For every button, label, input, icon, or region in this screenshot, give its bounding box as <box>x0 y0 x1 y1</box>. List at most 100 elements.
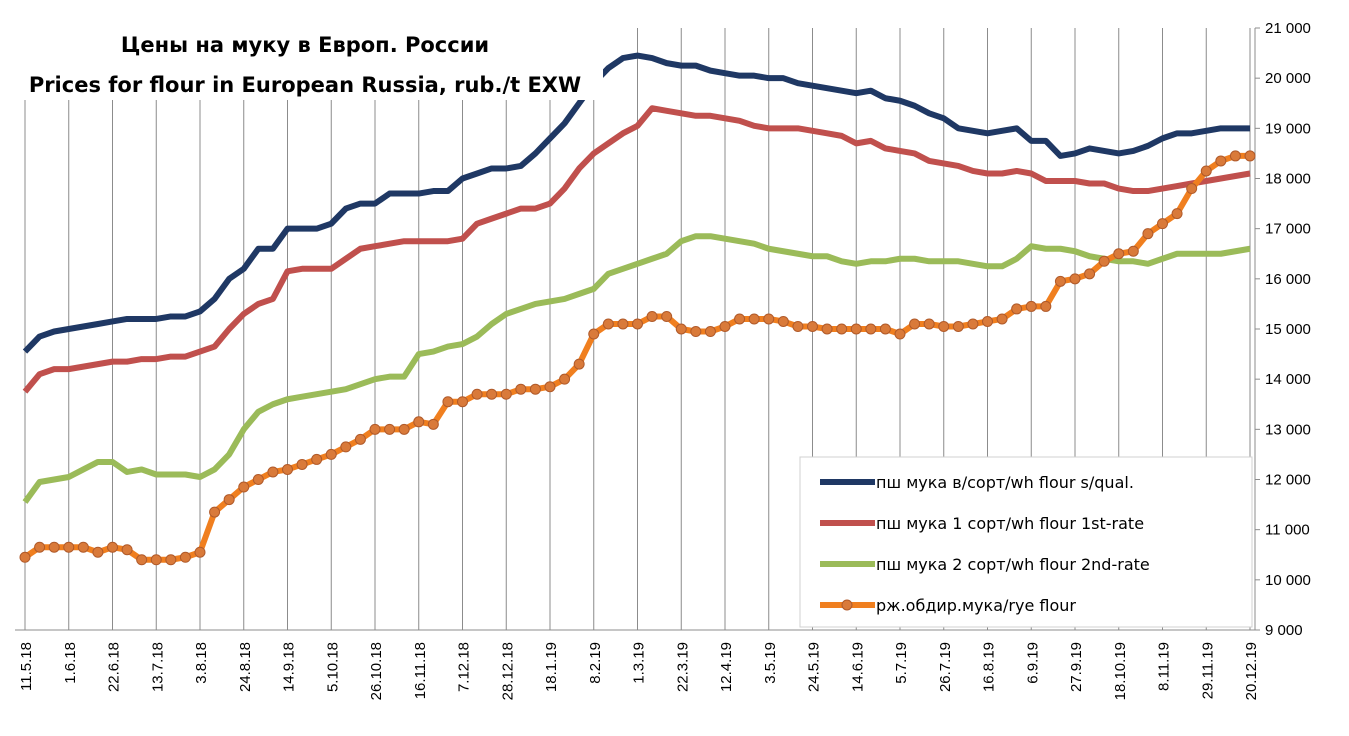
data-point <box>209 506 221 518</box>
data-point <box>1215 155 1227 167</box>
data-point <box>1040 300 1052 312</box>
y-tick-label: 20 000 <box>1265 70 1311 87</box>
data-point <box>1244 150 1256 162</box>
data-point <box>1113 248 1125 260</box>
data-point <box>836 323 848 335</box>
y-tick-label: 14 000 <box>1265 371 1311 388</box>
data-point <box>486 388 498 400</box>
data-point <box>1229 150 1241 162</box>
legend-label: рж.обдир.мука/rye flour <box>876 596 1076 615</box>
data-point <box>923 318 935 330</box>
data-point <box>1084 268 1096 280</box>
data-point <box>296 458 308 470</box>
data-point <box>850 323 862 335</box>
x-tick-label: 14.9.18 <box>281 642 298 692</box>
data-point <box>1025 300 1037 312</box>
x-tick-label: 18.10.19 <box>1112 642 1129 700</box>
data-point <box>894 328 906 340</box>
data-point <box>238 481 250 493</box>
data-point <box>1171 208 1183 220</box>
x-tick-label: 5.10.18 <box>324 642 341 692</box>
series-line <box>22 105 1251 394</box>
data-point <box>354 433 366 445</box>
data-point <box>34 541 46 553</box>
data-point <box>1186 183 1198 195</box>
chart-title: Цены на муку в Европ. России <box>121 33 489 57</box>
x-tick-label: 1.6.18 <box>62 642 79 684</box>
data-point <box>194 546 206 558</box>
x-tick-label: 16.11.18 <box>412 642 429 699</box>
data-point <box>661 310 673 322</box>
x-tick-label: 14.6.19 <box>849 642 866 692</box>
data-point <box>413 416 425 428</box>
data-point <box>442 396 454 408</box>
data-point <box>107 541 118 553</box>
y-tick-label: 15 000 <box>1265 321 1311 338</box>
data-point <box>777 315 789 327</box>
data-point <box>457 396 468 408</box>
legend-label: пш мука 1 сорт/wh flour 1st-rate <box>876 514 1144 533</box>
data-point <box>559 373 571 385</box>
data-point <box>1098 255 1110 267</box>
x-tick-label: 5.7.19 <box>893 642 910 684</box>
data-point <box>121 544 133 556</box>
data-point <box>588 328 600 340</box>
data-point <box>646 310 658 322</box>
data-point <box>704 326 716 338</box>
data-point <box>734 313 746 325</box>
y-tick-label: 16 000 <box>1265 271 1311 288</box>
x-tick-label: 7.12.18 <box>456 642 473 692</box>
data-point <box>792 320 804 332</box>
y-tick-label: 10 000 <box>1265 572 1311 589</box>
data-point <box>500 388 512 400</box>
data-point <box>573 358 585 370</box>
data-point <box>136 554 148 566</box>
data-point <box>821 323 833 335</box>
data-point <box>1054 275 1066 287</box>
x-tick-label: 22.6.18 <box>106 642 123 692</box>
x-tick-label: 6.9.19 <box>1024 642 1041 684</box>
x-tick-label: 28.12.18 <box>499 642 516 700</box>
x-tick-label: 16.8.19 <box>981 642 998 692</box>
data-point <box>1157 218 1168 230</box>
x-tick-label: 8.11.19 <box>1156 642 1173 691</box>
y-tick-label: 12 000 <box>1265 472 1311 489</box>
y-tick-label: 17 000 <box>1265 221 1311 238</box>
data-point <box>48 541 60 553</box>
y-tick-label: 9 000 <box>1265 622 1303 639</box>
data-point <box>384 423 396 435</box>
data-point <box>398 423 410 435</box>
data-point <box>952 320 964 332</box>
data-point <box>763 313 775 325</box>
y-tick-label: 19 000 <box>1265 120 1311 137</box>
data-point <box>427 418 439 430</box>
x-tick-label: 26.10.18 <box>368 642 385 700</box>
legend-label: пш мука в/сорт/wh flour s/qual. <box>876 473 1134 492</box>
data-point <box>865 323 877 335</box>
x-tick-label: 26.7.19 <box>937 642 954 692</box>
data-point <box>63 541 75 553</box>
y-tick-label: 13 000 <box>1265 421 1311 438</box>
y-tick-label: 21 000 <box>1265 20 1311 37</box>
data-point <box>529 383 541 395</box>
data-point <box>938 320 950 332</box>
data-point <box>807 320 818 332</box>
data-point <box>1200 165 1212 177</box>
legend-marker <box>841 599 853 611</box>
data-point <box>879 323 891 335</box>
data-point <box>165 554 177 566</box>
series-line <box>22 52 1250 354</box>
data-point <box>617 318 629 330</box>
x-tick-label: 12.4.19 <box>718 642 735 692</box>
data-point <box>982 315 993 327</box>
data-point <box>719 320 731 332</box>
data-point <box>471 388 483 400</box>
data-point <box>92 546 104 558</box>
x-tick-label: 22.3.19 <box>674 642 691 692</box>
data-point <box>996 313 1008 325</box>
y-tick-label: 18 000 <box>1265 171 1311 188</box>
data-point <box>632 318 643 330</box>
data-point <box>675 323 687 335</box>
data-point <box>267 466 279 478</box>
data-point <box>690 326 702 338</box>
